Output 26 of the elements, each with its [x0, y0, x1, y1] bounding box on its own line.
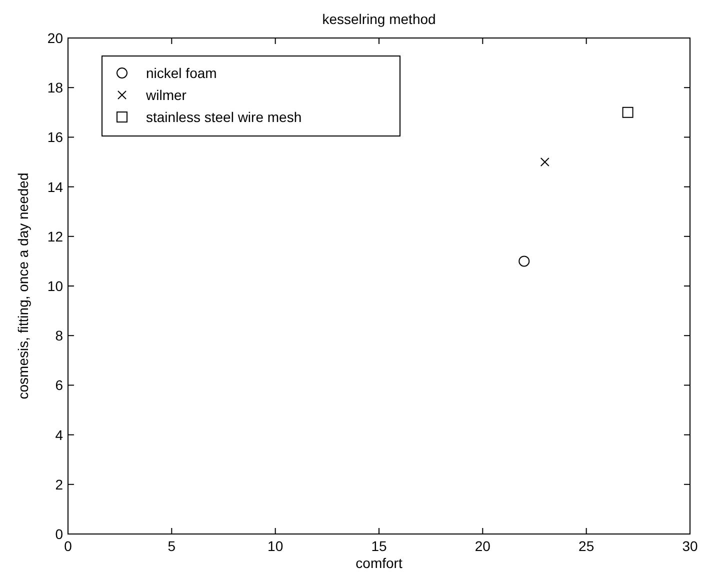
- y-tick-label: 0: [55, 526, 64, 542]
- x-tick-label: 5: [168, 538, 176, 554]
- chart-title: kesselring method: [322, 11, 436, 27]
- y-tick-label: 8: [55, 328, 64, 344]
- legend-label: stainless steel wire mesh: [146, 109, 302, 125]
- legend-label: wilmer: [145, 87, 187, 103]
- point: [518, 256, 530, 267]
- x-tick-label: 10: [268, 538, 284, 554]
- y-tick-label: 16: [47, 129, 64, 146]
- x-tick-label: 30: [682, 538, 698, 554]
- x-tick-label: 20: [474, 538, 491, 554]
- y-tick-label: 14: [47, 178, 64, 195]
- legend-label: nickel foam: [146, 65, 217, 81]
- y-tick-label: 6: [55, 377, 64, 394]
- y-tick-label: 2: [55, 476, 64, 492]
- y-tick-label: 12: [47, 228, 64, 244]
- y-tick-label: 18: [47, 80, 64, 96]
- point: [622, 106, 634, 118]
- y-tick-label: 10: [47, 278, 64, 294]
- y-tick-label: 20: [47, 30, 64, 46]
- point: [540, 158, 550, 166]
- y-tick-label: 4: [55, 426, 64, 443]
- x-tick-label: 15: [371, 538, 387, 554]
- x-axis-title: comfort: [356, 555, 402, 571]
- y-axis-title: cosmesis, fitting, once a day needed: [15, 172, 31, 400]
- x-tick-label: 25: [578, 538, 594, 554]
